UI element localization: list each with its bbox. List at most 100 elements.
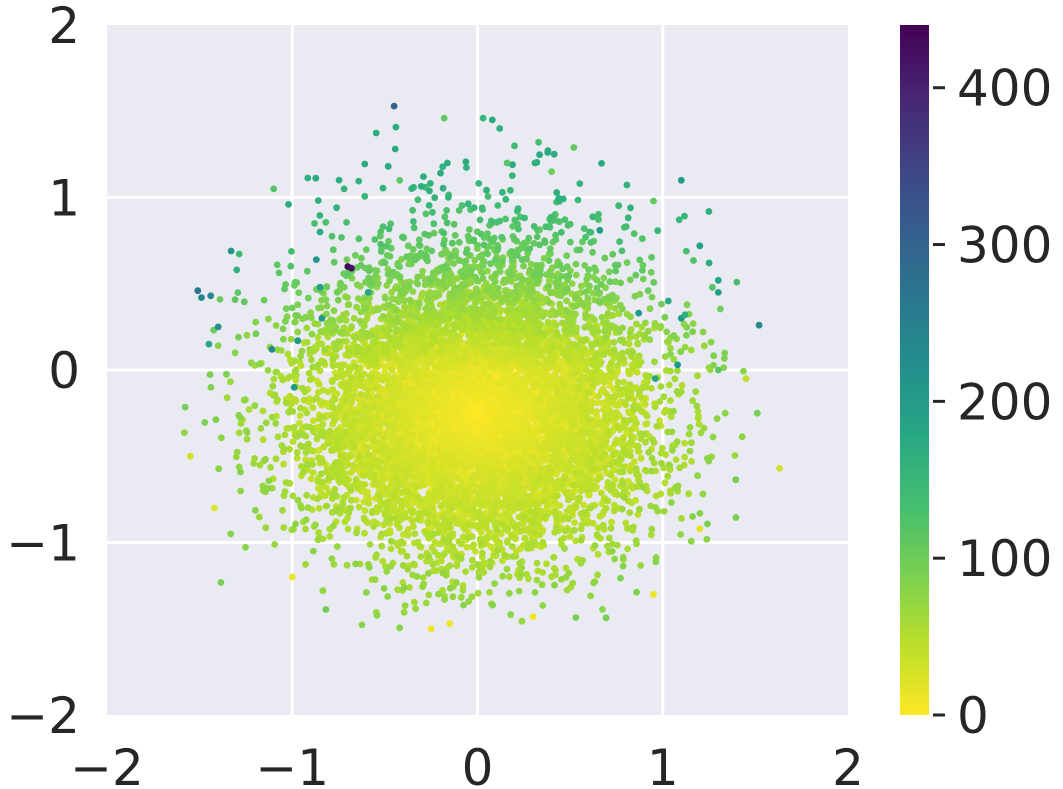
scatter-point [404, 384, 412, 392]
scatter-point [521, 415, 528, 423]
scatter-point [469, 478, 477, 486]
scatter-point [390, 420, 398, 428]
plot-area [107, 25, 848, 715]
scatter-point [452, 382, 459, 389]
scatter-point [434, 364, 442, 371]
scatter-point [438, 395, 446, 402]
scatter-point [471, 385, 479, 392]
scatter-point [553, 418, 561, 425]
scatter-point [474, 450, 481, 458]
scatter-point [439, 465, 446, 472]
scatter-point [542, 364, 550, 372]
scatter-point [394, 391, 402, 399]
scatter-point [433, 423, 441, 431]
scatter-point [463, 424, 471, 432]
scatter-point [423, 357, 430, 364]
scatter-point [484, 375, 492, 383]
scatter-point [433, 445, 441, 452]
scatter-point [540, 371, 548, 379]
scatter-point [453, 441, 461, 448]
scatter-point [450, 462, 458, 470]
scatter-point [401, 409, 408, 417]
scatter-point [507, 445, 515, 453]
scatter-point [550, 436, 558, 444]
scatter-point [551, 426, 558, 434]
scatter-point [485, 409, 492, 416]
scatter-point [511, 419, 519, 427]
scatter-point [422, 372, 430, 380]
scatter-point [433, 418, 441, 425]
scatter-point [381, 363, 388, 371]
scatter-point [501, 421, 509, 428]
scatter-point [393, 414, 401, 422]
scatter-point [542, 413, 550, 421]
scatter-point [467, 434, 475, 442]
scatter-point [468, 378, 476, 386]
scatter-point [518, 457, 526, 464]
scatter-point [529, 398, 537, 406]
scatter-point [428, 455, 436, 463]
scatter-point [455, 394, 463, 402]
scatter-point [534, 367, 541, 375]
scatter-point [436, 454, 443, 462]
scatter-point [426, 429, 434, 437]
scatter-point [496, 489, 504, 497]
scatter-point [512, 413, 520, 420]
scatter-point [512, 383, 520, 391]
scatter-point [525, 374, 533, 382]
scatter-point [435, 433, 442, 440]
scatter-point [542, 382, 550, 389]
scatter-point [421, 422, 429, 429]
scatter-point [402, 391, 410, 398]
scatter-point [407, 441, 415, 448]
scatter-point [410, 376, 418, 384]
scatter-point [472, 360, 480, 368]
scatter-point [521, 408, 529, 416]
scatter-point [428, 464, 436, 471]
scatter-point [538, 445, 546, 453]
scatter-point [474, 373, 482, 380]
scatter-point [479, 474, 487, 482]
scatter-point [412, 403, 420, 410]
scatter-point [478, 429, 486, 437]
scatter-point [437, 404, 444, 411]
scatter-point [481, 365, 489, 372]
scatter-point [532, 380, 540, 388]
scatter-point [470, 422, 478, 429]
scatter-point [526, 389, 533, 396]
scatter-point [537, 395, 545, 402]
scatter-point [521, 447, 529, 455]
scatter-point [430, 374, 437, 381]
scatter-point [519, 440, 527, 447]
scatter-point [476, 403, 484, 410]
scatter-point [528, 454, 536, 462]
scatter-point [512, 393, 519, 400]
scatter-point [447, 410, 455, 418]
scatter-point [409, 394, 416, 402]
scatter-point [453, 418, 461, 426]
scatter-point [417, 413, 425, 421]
scatter-point [426, 380, 434, 387]
scatter-point [421, 439, 428, 447]
scatter-point [483, 490, 490, 498]
scatter-point [449, 364, 456, 371]
scatter-point [495, 357, 503, 365]
scatter-point [520, 362, 527, 370]
scatter-point [491, 466, 499, 474]
scatter-point [505, 405, 513, 413]
scatter-point [480, 455, 487, 462]
scatter-point [467, 368, 475, 376]
scatter-point [491, 405, 499, 413]
scatter-point [397, 421, 405, 429]
scatter-point [496, 391, 503, 399]
scatter-point [524, 424, 531, 432]
scatter-point [449, 472, 457, 480]
scatter-point [413, 369, 420, 377]
scatter-point [442, 452, 450, 460]
scatter-point [541, 439, 549, 446]
scatter-point [492, 428, 500, 436]
scatter-point [541, 456, 549, 464]
scatter-point [458, 460, 466, 468]
scatter-point [550, 398, 558, 406]
